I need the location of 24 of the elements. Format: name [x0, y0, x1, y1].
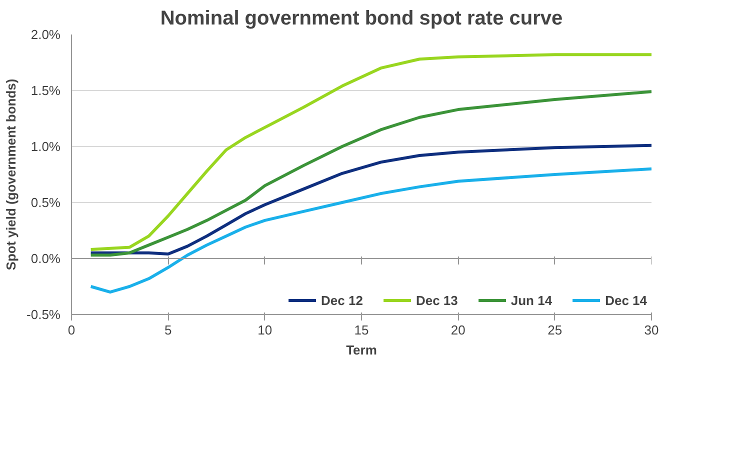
y-tick-label: 1.0%: [30, 139, 61, 154]
legend-label: Dec 12: [321, 292, 363, 308]
line-series: [89, 90, 652, 257]
x-axis-title: Term: [346, 342, 377, 358]
legend-label: Dec 13: [416, 292, 458, 308]
y-tick-label: 0.0%: [30, 251, 61, 266]
x-tick-label: 5: [164, 322, 172, 338]
line-series: [89, 53, 652, 252]
x-tick-label: 15: [354, 322, 369, 338]
x-tick-label: 10: [258, 322, 272, 338]
x-tick-label: 20: [450, 322, 466, 338]
y-tick-label: 1.5%: [30, 83, 61, 98]
x-tick-label: 30: [644, 322, 659, 338]
line-series: [89, 144, 652, 256]
x-tick-label: 0: [68, 322, 76, 338]
legend-label: Dec 14: [605, 292, 647, 308]
x-tick-label: 25: [548, 322, 562, 338]
line-series: [89, 167, 652, 294]
y-tick-label: 2.0%: [30, 27, 61, 42]
chart-title: Nominal government bond spot rate curve: [160, 8, 563, 30]
y-tick-label: -0.5%: [26, 307, 61, 322]
y-axis-title: Spot yield (government bonds): [4, 78, 19, 270]
legend-label: Jun 14: [510, 292, 552, 308]
y-tick-label: 0.5%: [30, 195, 61, 210]
